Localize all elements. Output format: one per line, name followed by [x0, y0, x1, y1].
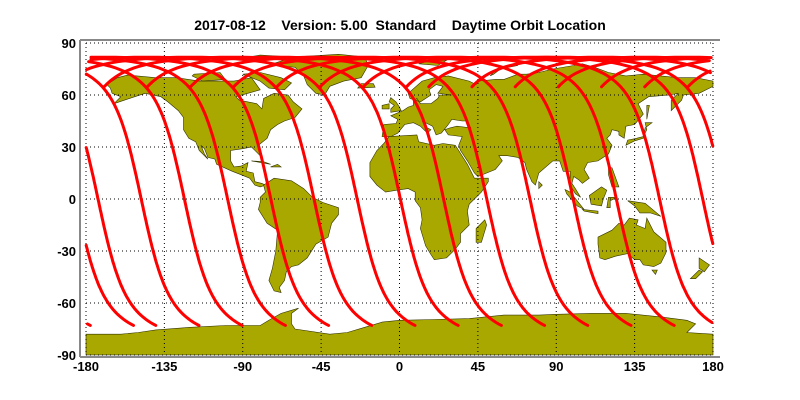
orbit-track [275, 55, 633, 327]
land-north-america [106, 74, 303, 188]
land-australia [597, 217, 667, 267]
orbit-track [232, 55, 590, 327]
orbit-track [87, 60, 244, 327]
x-tick-label: -135 [151, 359, 177, 374]
x-axis-ticks: -180 -135 -90 -45 0 45 90 135 180 [73, 359, 724, 374]
x-tick-label: 45 [471, 359, 485, 374]
orbit-track [189, 55, 547, 327]
orbit-track [643, 59, 711, 89]
orbit-track [84, 243, 135, 327]
land-new-guinea [627, 200, 661, 217]
land-tasmania [651, 269, 658, 275]
orbit-track [405, 55, 715, 246]
orbit-track [361, 55, 714, 324]
land-madagascar [475, 219, 487, 243]
land-south-america [258, 177, 339, 294]
y-tick-label: 60 [62, 88, 76, 103]
x-tick-label: -90 [233, 359, 252, 374]
orbit-track [89, 55, 374, 327]
orbit-track [318, 55, 676, 327]
orbit-track [556, 55, 713, 89]
map-title: 2017-08-12 Version: 5.00 Standard Daytim… [194, 17, 606, 33]
x-tick-label: -45 [312, 359, 331, 374]
y-tick-label: -60 [57, 296, 76, 311]
land-hispaniola [270, 163, 283, 168]
land-ireland [381, 103, 390, 110]
y-tick-label: -30 [57, 244, 76, 259]
orbit-track [686, 69, 712, 89]
x-tick-label: 0 [396, 359, 403, 374]
x-tick-label: 180 [702, 359, 724, 374]
land-great-britain [388, 97, 402, 113]
land-borneo [588, 186, 608, 207]
orbit-tracks [84, 55, 715, 327]
x-tick-label: 135 [624, 359, 646, 374]
land-java [581, 209, 599, 215]
y-tick-label: -90 [57, 348, 76, 363]
map-frame [79, 39, 720, 358]
orbit-track [84, 72, 201, 327]
land-new-zealand-south [689, 269, 704, 279]
orbit-track [102, 55, 460, 327]
orbit-track [427, 55, 715, 148]
x-tick-label: 90 [549, 359, 563, 374]
y-tick-label: 90 [62, 36, 76, 51]
orbit-track [85, 55, 417, 327]
y-axis-ticks: 90 60 30 0 -30 -60 -90 [57, 36, 76, 363]
orbit-track [84, 146, 158, 327]
orbit-track [94, 56, 287, 327]
x-tick-label: -180 [73, 359, 99, 374]
orbit-track [89, 55, 331, 327]
orbit-track [145, 55, 503, 327]
land-cuba [251, 160, 271, 165]
orbit-track [86, 322, 92, 327]
land-sulawesi [606, 197, 618, 208]
land-sakhalin [646, 105, 650, 120]
y-tick-label: 30 [62, 140, 76, 155]
land-new-zealand-north [698, 257, 710, 273]
land-sri-lanka [538, 180, 543, 190]
land-eurasia [381, 63, 714, 198]
land-japan [625, 122, 653, 146]
land-africa [369, 134, 489, 261]
orbit-track [600, 56, 708, 89]
y-tick-label: 0 [69, 192, 76, 207]
